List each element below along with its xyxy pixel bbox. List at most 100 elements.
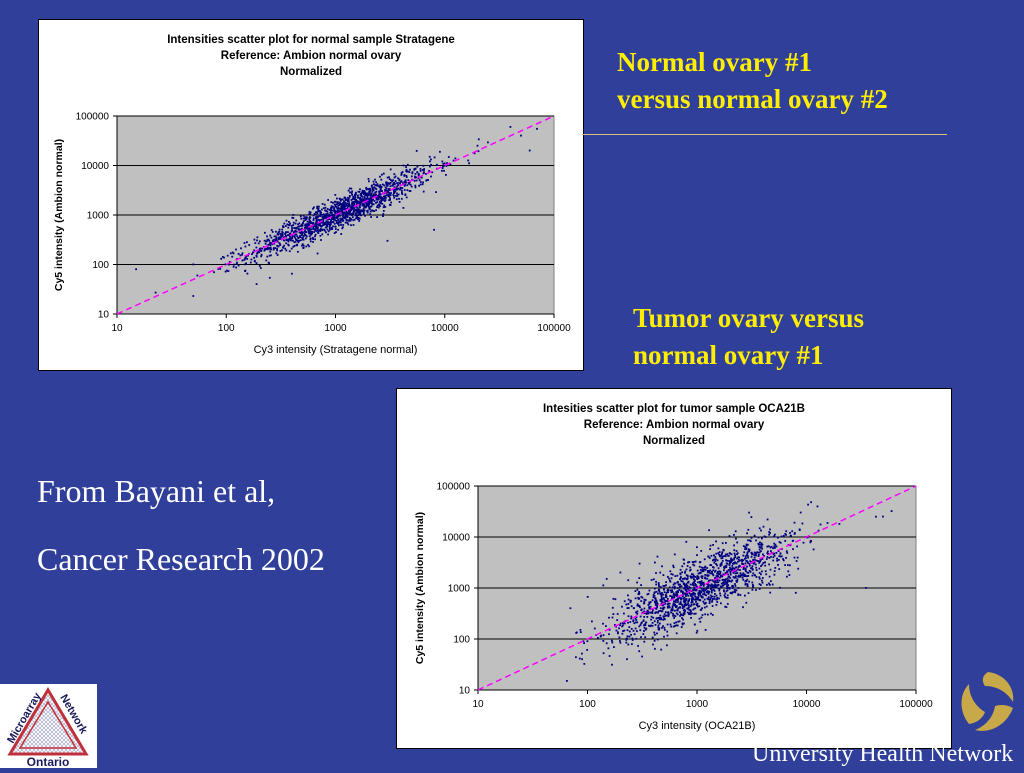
- scatter-point: [361, 204, 364, 207]
- scatter-point: [707, 583, 710, 586]
- scatter-point: [838, 523, 841, 525]
- scatter-point: [720, 553, 723, 556]
- scatter-point: [313, 231, 315, 233]
- scatter-point: [640, 609, 643, 611]
- scatter-point: [415, 179, 418, 182]
- scatter-point: [739, 594, 742, 596]
- scatter-point: [362, 198, 365, 201]
- scatter-point: [290, 247, 293, 250]
- scatter-point: [676, 609, 678, 612]
- scatter-point: [384, 186, 387, 189]
- scatter-point: [681, 603, 683, 606]
- scatter-point: [328, 226, 331, 228]
- chart-title-line-2: Reference: Ambion normal ovary: [583, 419, 765, 431]
- scatter-point: [733, 576, 736, 579]
- scatter-point: [710, 596, 712, 599]
- scatter-point: [454, 157, 457, 160]
- scatter-point: [619, 624, 621, 627]
- scatter-point: [671, 606, 674, 609]
- scatter-point: [684, 598, 687, 601]
- scatter-point: [730, 567, 733, 570]
- scatter-point: [673, 582, 676, 585]
- scatter-point: [688, 606, 690, 608]
- scatter-point: [638, 562, 641, 565]
- scatter-point: [344, 198, 347, 201]
- scatter-point: [385, 191, 388, 194]
- scatter-point: [674, 601, 677, 604]
- scatter-point: [312, 227, 315, 230]
- scatter-point: [337, 228, 339, 231]
- scatter-point: [669, 579, 671, 582]
- scatter-point: [704, 629, 707, 631]
- scatter-point: [704, 566, 706, 569]
- scatter-point: [732, 586, 734, 589]
- scatter-point: [769, 591, 772, 594]
- scatter-point: [671, 586, 674, 589]
- scatter-point: [290, 230, 293, 233]
- scatter-point: [263, 239, 266, 242]
- scatter-point: [752, 572, 755, 575]
- scatter-point: [296, 235, 299, 238]
- scatter-point: [293, 230, 295, 233]
- scatter-point: [627, 607, 630, 609]
- scatter-point: [627, 579, 630, 582]
- scatter-point: [268, 247, 271, 249]
- scatter-point: [403, 184, 406, 186]
- scatter-point: [285, 219, 288, 222]
- scatter-point: [329, 210, 332, 213]
- scatter-point: [709, 548, 711, 550]
- scatter-point: [374, 178, 376, 181]
- scatter-point: [352, 210, 355, 212]
- scatter-point: [737, 556, 740, 559]
- scatter-point: [672, 566, 675, 569]
- scatter-point: [700, 591, 703, 594]
- scatter-point: [228, 261, 231, 263]
- scatter-point: [634, 597, 637, 600]
- scatter-point: [366, 203, 369, 206]
- scatter-point: [742, 606, 744, 609]
- scatter-point: [389, 181, 392, 184]
- scatter-point: [655, 602, 657, 605]
- scatter-point: [369, 194, 372, 197]
- scatter-point: [736, 541, 739, 544]
- scatter-point: [340, 203, 342, 205]
- scatter-point: [428, 170, 430, 172]
- scatter-point: [219, 267, 222, 270]
- scatter-point: [405, 166, 407, 168]
- scatter-point: [778, 568, 781, 570]
- scatter-point: [435, 191, 437, 193]
- scatter-point: [737, 575, 740, 578]
- scatter-point: [359, 198, 361, 201]
- scatter-point: [661, 610, 664, 612]
- scatter-point: [744, 557, 746, 560]
- scatter-point: [384, 190, 387, 193]
- scatter-point: [309, 211, 312, 214]
- scatter-point: [742, 559, 745, 562]
- scatter-point: [368, 192, 371, 194]
- scatter-point: [348, 195, 351, 197]
- scatter-point: [338, 207, 341, 210]
- scatter-point: [278, 242, 281, 245]
- scatter-point: [619, 622, 622, 625]
- scatter-point: [657, 619, 659, 622]
- scatter-point: [305, 226, 308, 229]
- scatter-point: [677, 598, 680, 601]
- scatter-point: [393, 176, 396, 179]
- scatter-point: [635, 611, 638, 614]
- scatter-point: [441, 167, 444, 169]
- scatter-point: [682, 578, 684, 580]
- scatter-point: [602, 634, 605, 637]
- scatter-point: [737, 560, 739, 563]
- scatter-point: [770, 580, 772, 583]
- scatter-point: [714, 583, 716, 586]
- scatter-point: [384, 189, 386, 191]
- scatter-point: [733, 557, 736, 559]
- scatter-point: [810, 540, 812, 542]
- scatter-point: [685, 574, 688, 577]
- scatter-point: [742, 572, 745, 575]
- scatter-point: [689, 569, 692, 571]
- scatter-point: [298, 231, 301, 234]
- scatter-point: [257, 250, 260, 253]
- scatter-point: [672, 592, 675, 595]
- scatter-point: [651, 622, 654, 624]
